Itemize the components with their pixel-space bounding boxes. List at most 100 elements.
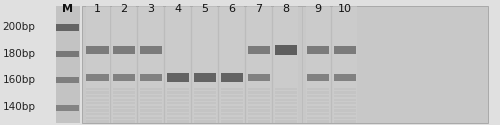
Bar [140,99,162,101]
Bar [166,120,190,122]
Bar [248,88,270,90]
Bar [220,117,244,119]
Bar [56,51,79,57]
Bar [137,6,138,122]
Bar [334,95,356,97]
Bar [86,6,110,122]
Text: 9: 9 [314,4,322,14]
Bar [334,99,356,101]
Bar [112,106,136,108]
Bar [112,91,136,94]
Text: 4: 4 [174,4,182,14]
Bar [274,88,297,90]
Bar [272,6,273,122]
Bar [248,113,270,115]
Bar [112,6,136,122]
Bar [248,91,270,94]
Bar [331,6,332,122]
Bar [140,95,162,97]
Text: 140bp: 140bp [2,102,35,113]
Bar [86,99,109,101]
Bar [306,91,330,94]
Text: 3: 3 [148,4,154,14]
Bar [274,117,297,119]
Text: 8: 8 [282,4,290,14]
Bar [274,106,297,108]
Bar [112,102,136,104]
Bar [140,102,162,104]
Bar [86,120,109,122]
Bar [166,109,190,112]
Bar [140,74,162,81]
Bar [56,24,79,31]
Bar [140,117,162,119]
Text: 1: 1 [94,4,101,14]
Bar [86,117,109,119]
Bar [140,113,162,115]
Bar [139,6,163,122]
Bar [274,102,297,104]
Bar [306,6,330,122]
Bar [112,120,136,122]
Bar [140,109,162,112]
Bar [334,109,356,112]
Bar [82,6,488,122]
Bar [194,88,216,90]
Text: 10: 10 [338,4,352,14]
Bar [82,6,83,122]
Bar [220,88,244,90]
Bar [191,6,192,122]
Bar [274,120,297,122]
Text: 7: 7 [256,4,262,14]
Bar [248,74,270,81]
Bar [218,6,219,122]
Bar [306,99,330,101]
Bar [166,106,190,108]
Text: 2: 2 [120,4,128,14]
Bar [86,46,109,54]
Bar [140,46,162,54]
Bar [194,73,216,82]
Bar [86,109,109,112]
Bar [56,6,80,122]
Bar [306,74,330,81]
Bar [194,117,216,119]
Bar [112,88,136,90]
Bar [248,99,270,101]
Bar [334,120,356,122]
Bar [334,74,356,81]
Bar [245,6,246,122]
Bar [194,113,216,115]
Bar [56,77,79,83]
Bar [112,113,136,115]
Bar [86,88,109,90]
Bar [193,6,217,122]
Bar [140,106,162,108]
Bar [306,102,330,104]
Bar [110,6,111,122]
Bar [306,120,330,122]
Bar [248,46,270,54]
Text: 180bp: 180bp [2,49,35,59]
Bar [112,95,136,97]
Bar [306,95,330,97]
Bar [248,102,270,104]
Bar [220,113,244,115]
Bar [194,106,216,108]
Bar [166,99,190,101]
Bar [86,113,109,115]
Bar [112,99,136,101]
Bar [194,109,216,112]
Bar [86,91,109,94]
Bar [306,109,330,112]
Bar [220,91,244,94]
Text: 6: 6 [228,4,235,14]
Bar [86,106,109,108]
Bar [306,88,330,90]
Bar [334,102,356,104]
Bar [274,99,297,101]
Bar [166,91,190,94]
Bar [194,95,216,97]
Bar [220,120,244,122]
Bar [274,95,297,97]
